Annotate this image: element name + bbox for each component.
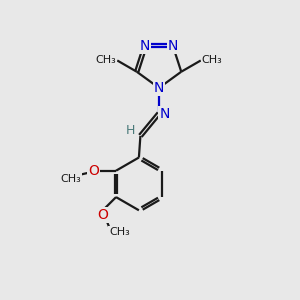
Text: N: N: [168, 39, 178, 52]
Text: CH₃: CH₃: [202, 55, 223, 64]
Text: CH₃: CH₃: [60, 174, 81, 184]
Text: N: N: [154, 81, 164, 95]
Text: H: H: [126, 124, 136, 137]
Text: N: N: [159, 107, 170, 121]
Text: O: O: [97, 208, 108, 222]
Text: CH₃: CH₃: [109, 226, 130, 237]
Text: O: O: [88, 164, 99, 178]
Text: CH₃: CH₃: [95, 55, 116, 64]
Text: N: N: [140, 39, 150, 52]
